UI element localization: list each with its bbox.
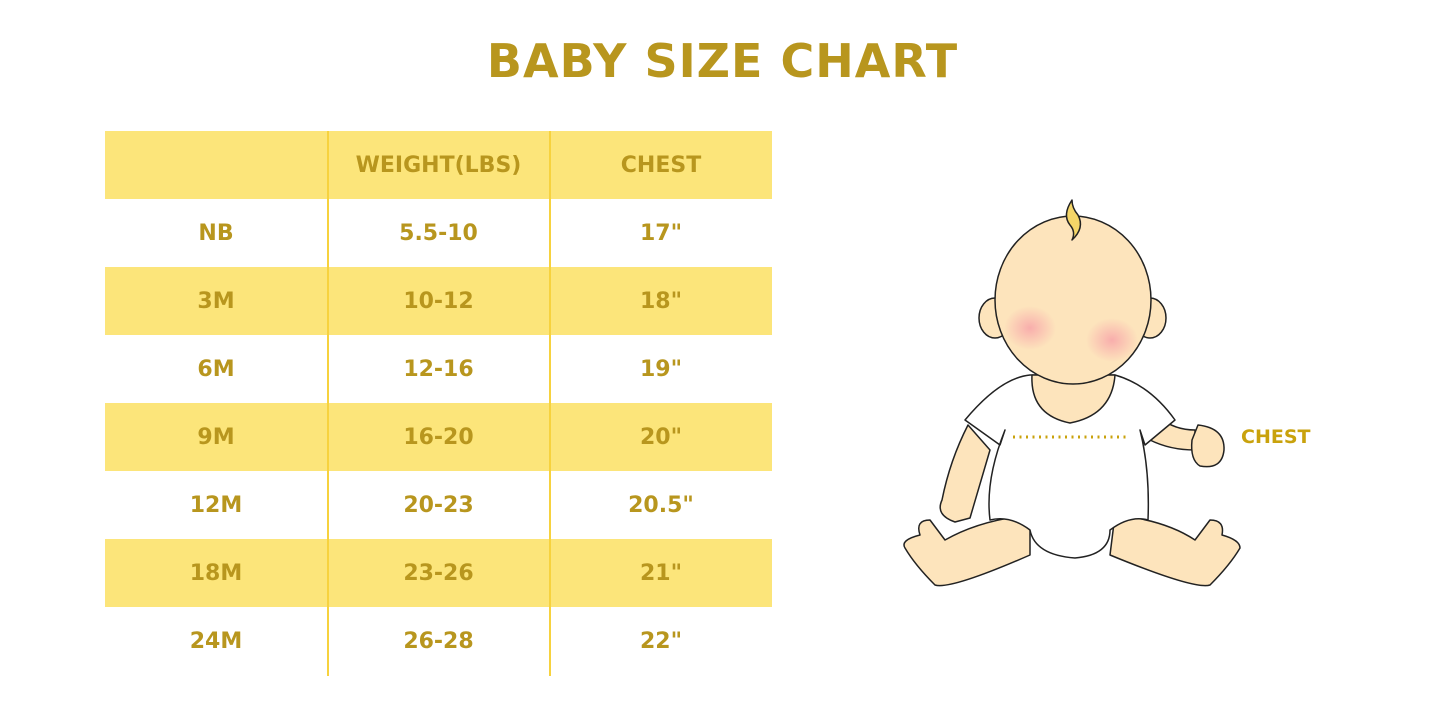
table-row: 18M 23-26 21": [105, 539, 772, 607]
chest-cell: 19": [639, 356, 683, 382]
column-divider: [549, 131, 551, 676]
chest-label: CHEST: [1241, 426, 1311, 448]
chest-cell: 20.5": [628, 492, 694, 518]
size-cell: 18M: [189, 560, 243, 586]
size-cell: 12M: [189, 492, 243, 518]
size-cell: 6M: [197, 356, 235, 382]
weight-cell: 16-20: [403, 424, 474, 450]
table-row: 12M 20-23 20.5": [105, 471, 772, 539]
size-cell: 3M: [197, 288, 235, 314]
header-cell: CHEST: [620, 152, 702, 178]
size-table: WEIGHT(LBS) CHEST NB 5.5-10 17" 3M 10-12 18" 6…: [105, 131, 772, 675]
column-divider: [327, 131, 329, 676]
table-row: 9M 16-20 20": [105, 403, 772, 471]
size-cell: 24M: [189, 628, 243, 654]
weight-cell: 12-16: [403, 356, 474, 382]
table-row: 3M 10-12 18": [105, 267, 772, 335]
chest-cell: 21": [639, 560, 683, 586]
weight-cell: 5.5-10: [399, 220, 478, 246]
size-cell: 9M: [197, 424, 235, 450]
weight-cell: 26-28: [403, 628, 474, 654]
table-row: 24M 26-28 22": [105, 607, 772, 675]
weight-cell: 20-23: [403, 492, 474, 518]
weight-cell: 23-26: [403, 560, 474, 586]
chest-cell: 20": [639, 424, 683, 450]
table-row: 6M 12-16 19": [105, 335, 772, 403]
size-cell: NB: [198, 220, 234, 246]
chest-cell: 17": [639, 220, 683, 246]
weight-cell: 10-12: [403, 288, 474, 314]
chest-cell: 18": [639, 288, 683, 314]
chest-cell: 22": [639, 628, 683, 654]
page-title: BABY SIZE CHART: [486, 34, 959, 88]
table-header-row: WEIGHT(LBS) CHEST: [105, 131, 772, 199]
table-row: NB 5.5-10 17": [105, 199, 772, 267]
header-cell: WEIGHT(LBS): [355, 152, 522, 178]
